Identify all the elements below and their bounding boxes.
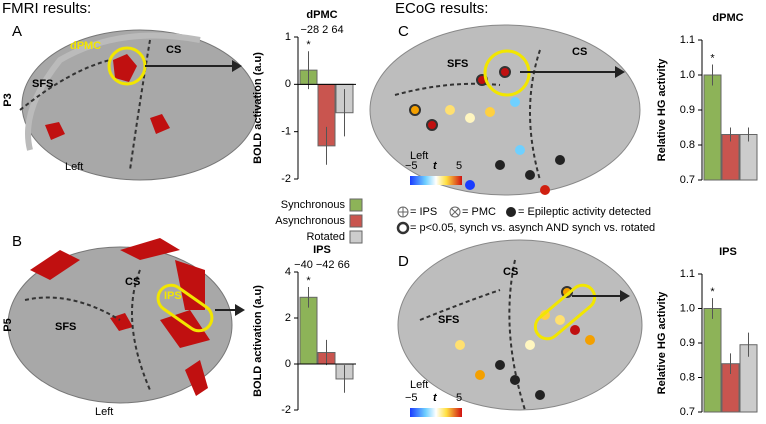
key-label: = PMC [462,206,496,218]
colorbar-label: t [433,392,438,404]
brain-label: Left [65,161,83,173]
brain-label: Left [95,406,113,418]
y-tick-label: 0.7 [680,406,695,418]
heading: ECoG results: [395,0,488,17]
y-axis-label: Relative HG activity [656,291,668,395]
y-tick-label: 1 [285,31,291,43]
panel-letter: B [12,233,22,250]
brain-label: CS [572,46,587,58]
brain-c [369,24,641,196]
key-label: = p<0.05, synch vs. asynch AND synch vs.… [410,222,655,234]
brain-label: IPS [164,290,182,302]
legend-label: Asynchronous [275,215,345,227]
chart-subtitle: −40 −42 66 [294,259,350,271]
legend-label: Synchronous [281,199,346,211]
brain-label: SFS [32,78,53,90]
key-label: = IPS [410,206,437,218]
significance-mark: * [306,39,311,51]
brain-label: dPMC [70,40,101,52]
legend-swatch [349,214,363,228]
y-tick-label: 1.0 [680,69,695,81]
brain-label: Left [410,379,428,391]
panel-letter: A [12,23,22,40]
colorbar-label: t [433,160,438,172]
chart-title: dPMC [712,12,743,24]
y-tick-label: 1.0 [680,302,695,314]
legend-swatch [349,230,363,244]
y-tick-label: -2 [281,404,291,416]
legend-label: Rotated [306,231,345,243]
brain-label: CS [125,276,140,288]
y-axis-label: Relative HG activity [656,58,668,162]
chart-title: IPS [719,246,737,258]
y-tick-label: 0.8 [680,139,695,151]
significance-mark: * [710,52,715,64]
y-axis-label: BOLD activation (a.u) [252,52,264,164]
y-tick-label: 0.8 [680,371,695,383]
panel-letter: D [398,253,409,270]
significance-mark: * [306,275,311,287]
significance-mark: * [710,286,715,298]
y-tick-label: 0.9 [680,337,695,349]
y-tick-label: 1.1 [680,268,695,280]
legend-swatch [349,198,363,212]
brain-d [397,239,643,417]
y-tick-label: 1.1 [680,34,695,46]
brain-label: SFS [55,321,76,333]
patient-label: P3 [2,93,14,106]
brain-label: SFS [447,58,468,70]
y-tick-label: 2 [285,312,291,324]
brain-label: CS [503,266,518,278]
brain-label: SFS [438,314,459,326]
brain-label: Left [410,150,428,162]
y-tick-label: -1 [281,126,291,138]
brain-a [19,29,259,181]
bar [703,74,722,181]
chart-subtitle: −28 2 64 [300,24,343,36]
y-tick-label: 0.7 [680,174,695,186]
bar [703,308,722,413]
key-label: = Epileptic activity detected [518,206,651,218]
chart-title: dPMC [306,9,337,21]
y-tick-label: 0 [285,78,291,90]
colorbar-label: −5 [405,160,418,172]
y-axis-label: BOLD activation (a.u) [252,285,264,397]
colorbar-label: 5 [456,392,462,404]
panel-letter: C [398,23,409,40]
heading: FMRI results: [2,0,91,17]
y-tick-label: 0.9 [680,104,695,116]
colorbar-label: −5 [405,392,418,404]
colorbar-label: 5 [456,160,462,172]
brain-b [7,238,245,404]
y-tick-label: 4 [285,266,291,278]
y-tick-label: 0 [285,358,291,370]
patient-label: P5 [2,318,14,331]
y-tick-label: -2 [281,173,291,185]
ecog-key [396,206,516,235]
brain-label: CS [166,44,181,56]
chart-title: IPS [313,244,331,256]
